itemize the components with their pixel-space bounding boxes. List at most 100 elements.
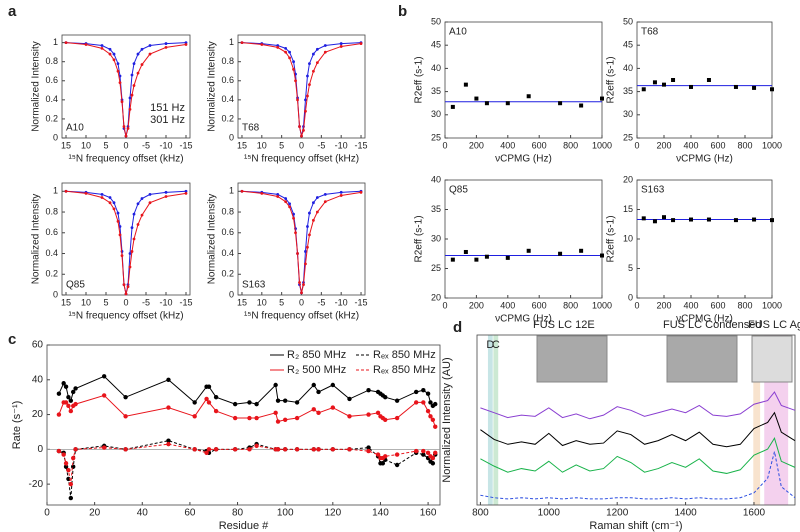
data-point [184, 43, 188, 46]
x-tick-label: 15 [237, 297, 247, 307]
data-point [304, 98, 307, 102]
x-tick-label: -15 [179, 297, 192, 307]
y-tick-label: 40 [431, 63, 441, 73]
subplot-label: A10 [66, 123, 84, 134]
data-point [421, 448, 426, 454]
data-point [315, 61, 319, 65]
x-tick-label: 400 [683, 140, 698, 150]
panel-letter: d [453, 319, 462, 336]
x-tick-label: -5 [142, 297, 150, 307]
data-point [294, 231, 297, 235]
x-axis-label: ¹⁵N frequency offset (kHz) [68, 154, 183, 165]
data-point [126, 285, 130, 289]
x-axis-label: νCPMG (Hz) [495, 314, 552, 325]
y-tick-label: 35 [623, 86, 633, 96]
x-tick-label: 60 [184, 508, 196, 519]
data-point [347, 447, 352, 452]
data-point [330, 405, 336, 410]
y-tick-label: 20 [623, 174, 633, 184]
legend-entry: R₂ 500 MHz [287, 364, 346, 376]
x-tick-label: -10 [335, 297, 348, 307]
data-point [254, 401, 259, 407]
data-point [304, 262, 307, 266]
data-point [394, 398, 400, 403]
data-point [315, 196, 319, 199]
data-point [273, 410, 278, 416]
data-point [394, 415, 400, 421]
data-point [463, 249, 468, 254]
legend-entry: 151 Hz [150, 102, 185, 114]
y-tick-label: 50 [431, 16, 441, 26]
data-point [430, 461, 436, 466]
y-axis-label: Normalized Intensity [207, 194, 218, 285]
x-tick-label: -10 [159, 140, 172, 150]
data-point [276, 193, 280, 196]
subplot-label: S163 [242, 280, 266, 291]
data-point [600, 253, 604, 258]
data-point [304, 109, 307, 113]
x-tick-label: -15 [355, 140, 368, 150]
plot-frame [237, 182, 366, 296]
y-tick-label: 20 [32, 409, 44, 420]
data-point [73, 447, 78, 452]
x-axis-label: νCPMG (Hz) [676, 314, 733, 325]
data-point [312, 69, 315, 73]
data-point [770, 218, 774, 223]
x-tick-label: 20 [89, 508, 101, 519]
data-point [311, 447, 316, 452]
data-point [61, 381, 66, 386]
band [753, 335, 761, 505]
data-point [101, 374, 107, 379]
data-point [425, 408, 431, 414]
data-point [296, 252, 299, 255]
data-point [61, 452, 66, 457]
data-point [302, 283, 305, 287]
data-point [294, 447, 300, 452]
x-tick-label: 600 [532, 300, 547, 310]
data-point [484, 101, 489, 106]
data-point [671, 218, 676, 223]
data-point [579, 248, 584, 253]
data-point [292, 216, 295, 220]
y-axis-label: Normalized Intensity [31, 194, 42, 285]
x-tick-label: 15 [61, 140, 71, 150]
data-point [275, 419, 281, 424]
panel-letter: c [8, 331, 16, 348]
data-point [752, 85, 757, 90]
x-tick-label: -5 [317, 297, 325, 307]
y-tick-label: 0.2 [45, 269, 58, 279]
x-tick-label: 5 [279, 297, 284, 307]
x-axis-label: ¹⁵N frequency offset (kHz) [244, 311, 359, 322]
data-point [733, 84, 738, 89]
y-tick-label: 0 [53, 132, 58, 142]
data-point [433, 401, 438, 407]
data-point [316, 410, 321, 416]
data-point [84, 191, 88, 195]
data-point [240, 189, 244, 193]
x-tick-label: 0 [123, 297, 128, 307]
data-point [140, 63, 144, 66]
band [487, 335, 493, 505]
data-point [136, 223, 140, 226]
data-point [526, 248, 531, 253]
y-tick-label: 0 [229, 289, 234, 299]
data-point [770, 87, 774, 92]
data-point [56, 448, 62, 454]
data-point [330, 447, 336, 452]
band [493, 335, 499, 505]
x-axis-label: ¹⁵N frequency offset (kHz) [68, 311, 183, 322]
series-line [65, 190, 187, 295]
subplot: 15 10 5 0 -5 -10 -15 0 0.2 0.4 0.6 0.8 1 ¹⁵N frequenc… [207, 182, 368, 322]
data-point [421, 400, 426, 405]
data-point [64, 41, 68, 45]
data-point [359, 190, 363, 194]
subplot: 15 10 5 0 -5 -10 -15 0 0.2 0.4 0.6 0.8 1 ¹⁵N frequenc… [31, 34, 193, 165]
subplot-label: S163 [641, 185, 665, 196]
y-axis-label: R2eff (s-1) [606, 215, 617, 262]
data-point [339, 194, 343, 197]
data-point [66, 476, 71, 482]
x-tick-label: 1000 [762, 140, 782, 150]
data-point [579, 103, 584, 108]
data-point [108, 196, 112, 199]
